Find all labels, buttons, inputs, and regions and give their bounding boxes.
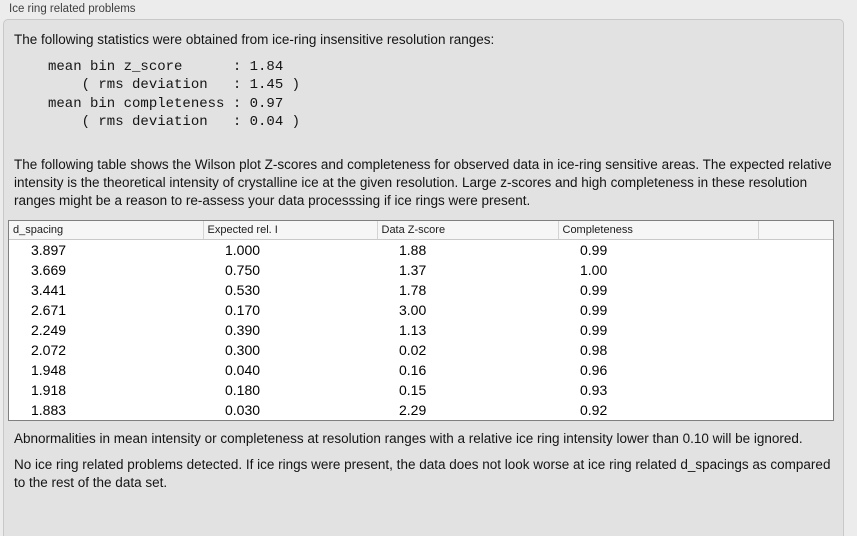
table-cell: 0.96 — [558, 360, 758, 381]
table-cell: 0.170 — [203, 300, 377, 321]
table-cell: 1.948 — [9, 360, 203, 381]
table-row[interactable]: 1.918 0.180 0.15 0.93 — [9, 380, 833, 401]
table-header-row: d_spacing Expected rel. I Data Z-score C… — [9, 221, 833, 241]
table-cell-empty — [758, 239, 833, 261]
table-cell: 0.98 — [558, 340, 758, 361]
table-cell: 1.918 — [9, 380, 203, 401]
table-cell: 0.92 — [558, 400, 758, 421]
table-cell: 0.99 — [558, 320, 758, 341]
table-cell: 1.13 — [377, 320, 558, 341]
ignore-note-text: Abnormalities in mean intensity or compl… — [14, 431, 803, 447]
ice-ring-groupbox: The following statistics were obtained f… — [3, 19, 844, 536]
column-header-completeness[interactable]: Completeness — [557, 221, 758, 241]
table-cell: 3.669 — [9, 260, 203, 281]
column-header-d-spacing[interactable]: d_spacing — [9, 221, 203, 241]
table-cell: 0.99 — [558, 280, 758, 301]
table-cell-empty — [758, 320, 833, 341]
table-cell: 0.030 — [203, 400, 377, 421]
table-row[interactable]: 3.669 0.750 1.37 1.00 — [9, 260, 833, 281]
table-row[interactable]: 2.072 0.300 0.02 0.98 — [9, 340, 833, 361]
table-cell-empty — [758, 380, 833, 401]
intro-text: The following statistics were obtained f… — [14, 32, 495, 47]
table-cell-empty — [758, 400, 833, 421]
table-cell: 1.000 — [203, 239, 377, 261]
table-cell: 0.93 — [558, 380, 758, 401]
table-cell-empty — [758, 300, 833, 321]
column-header-expected-rel-i[interactable]: Expected rel. I — [202, 221, 377, 241]
table-cell: 2.671 — [9, 300, 203, 321]
table-cell: 0.300 — [203, 340, 377, 361]
table-cell: 0.530 — [203, 280, 377, 301]
table-cell: 0.15 — [377, 380, 558, 401]
table-row[interactable]: 2.249 0.390 1.13 0.99 — [9, 320, 833, 341]
table-cell: 0.180 — [203, 380, 377, 401]
table-cell: 3.00 — [377, 300, 558, 321]
table-cell: 1.88 — [377, 239, 558, 261]
table-row[interactable]: 3.897 1.000 1.88 0.99 — [9, 239, 833, 261]
table-cell: 1.78 — [377, 280, 558, 301]
table-cell: 0.02 — [377, 340, 558, 361]
table-cell-empty — [758, 360, 833, 381]
table-cell: 0.99 — [558, 300, 758, 321]
stats-block: mean bin z_score : 1.84 ( rms deviation … — [48, 58, 833, 131]
table-cell-empty — [758, 340, 833, 361]
table-cell: 3.441 — [9, 280, 203, 301]
conclusion-text: No ice ring related problems detected. I… — [14, 457, 831, 491]
column-header-data-z-score[interactable]: Data Z-score — [376, 221, 558, 241]
table-row[interactable]: 1.883 0.030 2.29 0.92 — [9, 400, 833, 421]
stat-mean-completeness: mean bin completeness : 0.97 — [48, 95, 284, 112]
table-cell: 0.99 — [558, 239, 758, 261]
panel-title: Ice ring related problems — [9, 3, 136, 15]
table-cell: 0.390 — [203, 320, 377, 341]
table-cell: 1.00 — [558, 260, 758, 281]
table-row[interactable]: 2.671 0.170 3.00 0.99 — [9, 300, 833, 321]
table-cell: 3.897 — [9, 239, 203, 261]
table-cell: 1.883 — [9, 400, 203, 421]
stat-rms-completeness: ( rms deviation : 0.04 ) — [48, 113, 301, 130]
stat-mean-z-score: mean bin z_score : 1.84 — [48, 59, 284, 75]
table-cell: 2.249 — [9, 320, 203, 341]
table-cell: 2.072 — [9, 340, 203, 361]
table-cell-empty — [758, 280, 833, 301]
stat-rms-z-score: ( rms deviation : 1.45 ) — [48, 77, 301, 94]
table-cell: 0.040 — [203, 360, 377, 381]
ice-ring-table: d_spacing Expected rel. I Data Z-score C… — [8, 220, 834, 422]
table-cell: 1.37 — [377, 260, 558, 281]
table-cell: 0.16 — [377, 360, 558, 381]
table-cell: 0.750 — [203, 260, 377, 281]
table-cell: 2.29 — [377, 400, 558, 421]
description-text: The following table shows the Wilson plo… — [14, 157, 832, 209]
table-cell-empty — [758, 260, 833, 281]
column-header-empty — [757, 221, 833, 241]
table-row[interactable]: 3.441 0.530 1.78 0.99 — [9, 280, 833, 301]
table-row[interactable]: 1.948 0.040 0.16 0.96 — [9, 360, 833, 381]
